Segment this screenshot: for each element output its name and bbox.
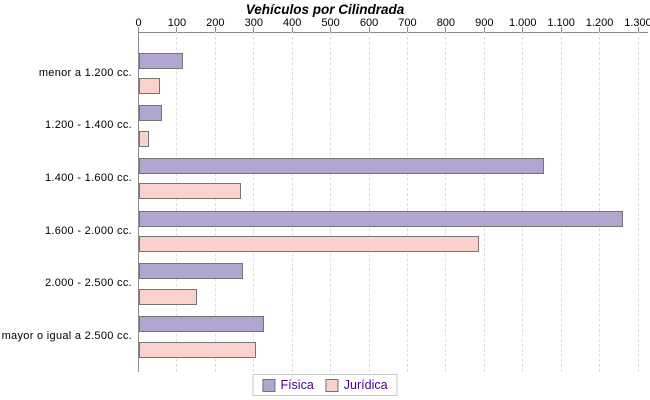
x-tick-mark — [637, 27, 639, 32]
x-tick-label: 500 — [321, 17, 340, 29]
legend-item-fisica: Física — [262, 378, 314, 392]
gridline — [599, 32, 601, 372]
x-tick-label: 200 — [206, 17, 225, 29]
bar-fisica-2 — [139, 157, 544, 174]
legend-label-fisica: Física — [280, 378, 314, 392]
x-tick-mark — [445, 27, 447, 32]
x-tick-label: 400 — [283, 17, 302, 29]
gridline — [214, 32, 216, 372]
bar-juridica-0 — [139, 78, 160, 94]
legend-label-juridica: Jurídica — [343, 378, 388, 392]
bar-fisica-1 — [139, 105, 162, 122]
gridline — [406, 32, 408, 372]
fisica-swatch-icon — [262, 378, 276, 392]
x-axis-line — [138, 32, 648, 33]
category-label: 2.000 - 2.500 cc. — [44, 277, 132, 290]
x-tick-label: 1.000 — [508, 17, 537, 29]
y-axis-line — [138, 32, 139, 372]
x-tick-label: 300 — [244, 17, 263, 29]
x-tick-label: 700 — [398, 17, 417, 29]
x-tick-mark — [522, 27, 524, 32]
category-label: mayor o igual a 2.500 cc. — [1, 330, 132, 342]
x-tick-label: 1.300 — [624, 17, 650, 29]
x-tick-mark — [483, 27, 485, 32]
category-label: menor a 1.200 cc. — [38, 66, 132, 79]
x-tick-label: 100 — [167, 17, 187, 29]
x-tick-mark — [138, 27, 139, 32]
x-tick-mark — [176, 27, 178, 32]
chart-legend: Física Jurídica — [252, 374, 398, 396]
gridline — [522, 32, 524, 372]
x-tick-label: 600 — [359, 17, 379, 29]
bar-fisica-3 — [139, 210, 623, 227]
category-label: 1.400 - 1.600 cc. — [44, 171, 132, 184]
x-tick-label: 1.100 — [547, 17, 575, 29]
bar-juridica-5 — [139, 341, 256, 358]
x-tick-mark — [330, 27, 332, 32]
gridline — [483, 32, 485, 372]
x-tick-mark — [406, 27, 408, 32]
bar-juridica-2 — [139, 183, 241, 200]
x-tick-label: 1.200 — [585, 17, 614, 29]
bar-fisica-4 — [139, 263, 243, 280]
gridline — [637, 32, 639, 372]
bar-fisica-0 — [139, 52, 183, 69]
gridline — [176, 32, 178, 372]
gridline — [291, 32, 293, 372]
x-tick-mark — [368, 27, 370, 32]
category-label: 1.200 - 1.400 cc. — [44, 119, 132, 132]
x-tick-label: 0 — [135, 17, 142, 29]
gridline — [560, 32, 562, 372]
legend-item-juridica: Jurídica — [325, 378, 388, 392]
x-tick-mark — [214, 27, 216, 32]
category-label: 1.600 - 2.000 cc. — [44, 224, 132, 237]
gridline — [330, 32, 332, 372]
bar-juridica-4 — [139, 288, 197, 305]
gridline — [253, 32, 255, 372]
x-tick-label: 900 — [475, 17, 494, 29]
gridline — [368, 32, 370, 372]
bar-juridica-1 — [139, 130, 149, 147]
bar-juridica-3 — [139, 236, 479, 253]
juridica-swatch-icon — [325, 378, 339, 392]
x-tick-mark — [599, 27, 601, 32]
x-tick-mark — [291, 27, 293, 32]
chart-title: Vehículos por Cilindrada — [245, 2, 405, 17]
x-tick-mark — [253, 27, 255, 32]
x-tick-mark — [560, 27, 562, 32]
x-tick-label: 800 — [436, 17, 456, 29]
gridline — [445, 32, 447, 372]
bar-fisica-5 — [139, 316, 264, 332]
